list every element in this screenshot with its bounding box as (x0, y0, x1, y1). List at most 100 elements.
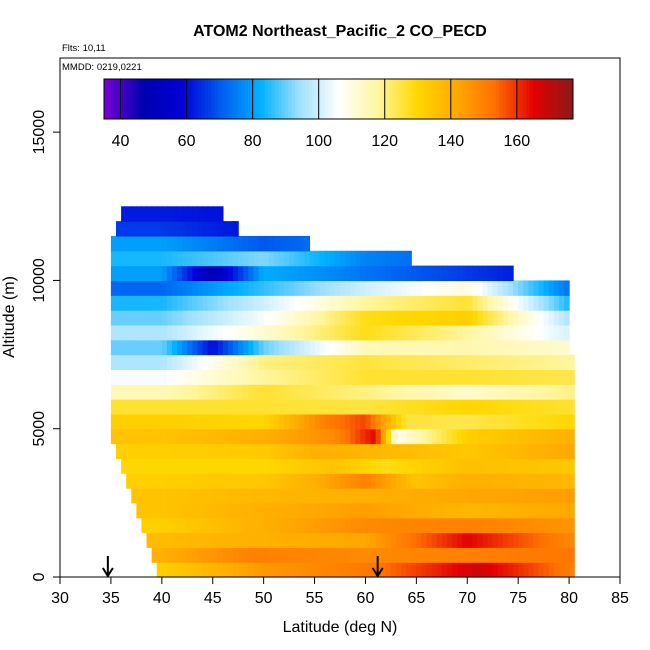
heatmap-cell (166, 517, 173, 534)
heatmap-cell (467, 369, 473, 385)
heatmap-cell (492, 399, 499, 415)
colorbar-segment (311, 79, 316, 119)
heatmap-cell (548, 324, 555, 341)
heatmap-cell (543, 369, 550, 385)
heatmap-cell (217, 562, 224, 578)
colorbar-segment (104, 79, 108, 119)
heatmap-cell (151, 324, 158, 341)
heatmap-cell (233, 324, 239, 341)
heatmap-cell (126, 310, 132, 326)
heatmap-cell (284, 517, 290, 534)
heatmap-cell (431, 310, 438, 326)
heatmap-cell (248, 399, 255, 415)
colorbar-segment (214, 79, 219, 119)
heatmap-cell (543, 399, 550, 415)
heatmap-cell (197, 265, 204, 282)
heatmap-cell (467, 280, 473, 296)
heatmap-cell (182, 413, 188, 430)
heatmap-cell (309, 399, 316, 415)
heatmap-cell (564, 517, 570, 534)
heatmap-cell (360, 502, 367, 519)
heatmap-cell (217, 354, 224, 370)
heatmap-cell (334, 280, 341, 296)
heatmap-cell (436, 339, 443, 356)
heatmap-cell (390, 295, 397, 311)
heatmap-cell (421, 399, 428, 415)
heatmap-cell (431, 488, 438, 504)
heatmap-cell (360, 399, 367, 415)
heatmap-cell (375, 458, 382, 474)
heatmap-cell (324, 384, 331, 400)
heatmap-cell (314, 517, 321, 534)
heatmap-cell (126, 339, 132, 356)
heatmap-cell (375, 324, 382, 341)
heatmap-cell (411, 280, 417, 296)
heatmap-cell (558, 502, 565, 519)
heatmap-cell (197, 221, 204, 237)
heatmap-cell (166, 488, 173, 504)
heatmap-cell (156, 399, 163, 415)
heatmap-cell (212, 235, 219, 252)
heatmap-cell (406, 354, 412, 370)
heatmap-cell (533, 458, 540, 474)
heatmap-cell (365, 458, 372, 474)
heatmap-cell (467, 413, 473, 430)
heatmap-cell (508, 562, 514, 578)
heatmap-cell (441, 532, 448, 548)
heatmap-cell (126, 473, 132, 489)
heatmap-cell (187, 250, 193, 267)
heatmap-cell (385, 354, 392, 370)
heatmap-cell (396, 443, 402, 459)
heatmap-cell (263, 384, 270, 400)
heatmap-cell (472, 443, 479, 459)
heatmap-cell (411, 443, 417, 459)
heatmap-cell (365, 399, 372, 415)
heatmap-cell (319, 428, 326, 445)
heatmap-cell (126, 384, 132, 400)
heatmap-cell (222, 384, 229, 400)
heatmap-cell (289, 354, 295, 370)
heatmap-cell (452, 265, 458, 282)
heatmap-cell (233, 562, 239, 578)
heatmap-cell (380, 443, 387, 459)
heatmap-cell (268, 250, 275, 267)
heatmap-cell (146, 369, 153, 385)
heatmap-cell (182, 310, 188, 326)
heatmap-cell (166, 547, 173, 563)
heatmap-cell (564, 488, 570, 504)
colorbar-segment (238, 79, 242, 119)
heatmap-cell (548, 488, 555, 504)
heatmap-cell (528, 295, 535, 311)
heatmap-cell (248, 250, 255, 267)
heatmap-cell (502, 502, 509, 519)
heatmap-cell (538, 488, 545, 504)
heatmap-cell (553, 369, 560, 385)
heatmap-cell (365, 265, 372, 282)
heatmap-cell (416, 488, 423, 504)
heatmap-cell (360, 354, 367, 370)
heatmap-cell (268, 265, 275, 282)
heatmap-cell (416, 310, 423, 326)
heatmap-cell (446, 384, 453, 400)
heatmap-cell (228, 532, 234, 548)
heatmap-cell (207, 324, 214, 341)
heatmap-cell (380, 428, 387, 445)
heatmap-cell (197, 547, 204, 563)
heatmap-cell (121, 324, 127, 341)
heatmap-cell (253, 399, 260, 415)
heatmap-cell (523, 369, 529, 385)
heatmap-cell (564, 547, 570, 563)
heatmap-cell (360, 384, 367, 400)
heatmap-cell (467, 532, 473, 548)
heatmap-cell (238, 265, 244, 282)
heatmap-cell (477, 399, 484, 415)
heatmap-cell (508, 369, 514, 385)
heatmap-cell (441, 310, 448, 326)
heatmap-cell (319, 280, 326, 296)
heatmap-cell (569, 488, 575, 504)
heatmap-cell (319, 324, 326, 341)
heatmap-cell (355, 384, 361, 400)
heatmap-cell (202, 473, 209, 489)
heatmap-cell (284, 458, 290, 474)
heatmap-cell (284, 488, 290, 504)
